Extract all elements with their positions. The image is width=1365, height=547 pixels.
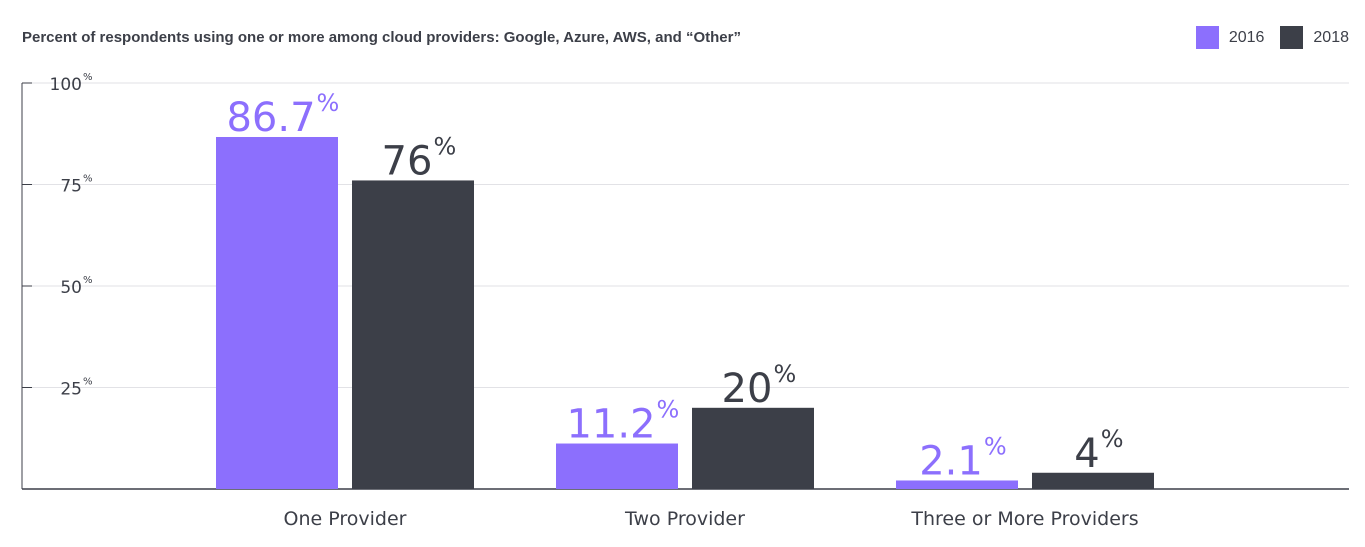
y-tick-suffix-50: % xyxy=(83,275,93,286)
data-label-2018-3: 4 xyxy=(1074,431,1099,477)
data-label-suffix-2018-2: % xyxy=(773,360,796,388)
y-tick-suffix-25: % xyxy=(83,377,93,388)
data-label-suffix-2016-1: % xyxy=(317,89,340,117)
data-label-2018-2: 20 xyxy=(722,366,773,412)
data-label-2016-3: 2.1 xyxy=(919,438,983,484)
legend-item-2018: 2018 xyxy=(1280,26,1349,49)
data-label-suffix-2018-1: % xyxy=(433,132,456,160)
chart-title: Percent of respondents using one or more… xyxy=(22,29,741,46)
legend-label-2018: 2018 xyxy=(1313,28,1349,46)
legend-swatch-2016 xyxy=(1195,26,1219,49)
x-category-label-3: Three or More Providers xyxy=(910,508,1138,530)
y-tick-suffix-75: % xyxy=(83,174,93,185)
legend-item-2016: 2016 xyxy=(1195,26,1265,49)
bar-2016-1 xyxy=(216,136,338,490)
data-label-2018-1: 76 xyxy=(382,138,433,184)
legend: 2016 2018 xyxy=(1195,26,1365,49)
legend-swatch-2018 xyxy=(1280,26,1304,49)
data-label-suffix-2016-3: % xyxy=(984,432,1007,460)
data-label-suffix-2018-3: % xyxy=(1101,425,1124,453)
data-label-suffix-2016-2: % xyxy=(657,396,680,424)
y-tick-label-50: 50 xyxy=(60,278,82,298)
y-tick-label-25: 25 xyxy=(60,380,82,400)
data-label-2016-1: 86.7 xyxy=(226,95,315,141)
x-category-label-1: One Provider xyxy=(284,508,407,530)
bar-2016-2 xyxy=(556,443,678,489)
bar-2018-2 xyxy=(692,407,814,489)
y-tick-label-100: 100 xyxy=(50,75,82,95)
data-label-2016-2: 11.2 xyxy=(566,402,655,448)
y-tick-label-75: 75 xyxy=(60,177,82,197)
bar-2018-1 xyxy=(352,180,474,489)
bar-2016-3 xyxy=(896,480,1018,489)
legend-label-2016: 2016 xyxy=(1228,28,1265,46)
bar-2018-3 xyxy=(1032,472,1154,489)
x-category-label-2: Two Provider xyxy=(624,508,745,530)
y-tick-suffix-100: % xyxy=(83,72,93,83)
